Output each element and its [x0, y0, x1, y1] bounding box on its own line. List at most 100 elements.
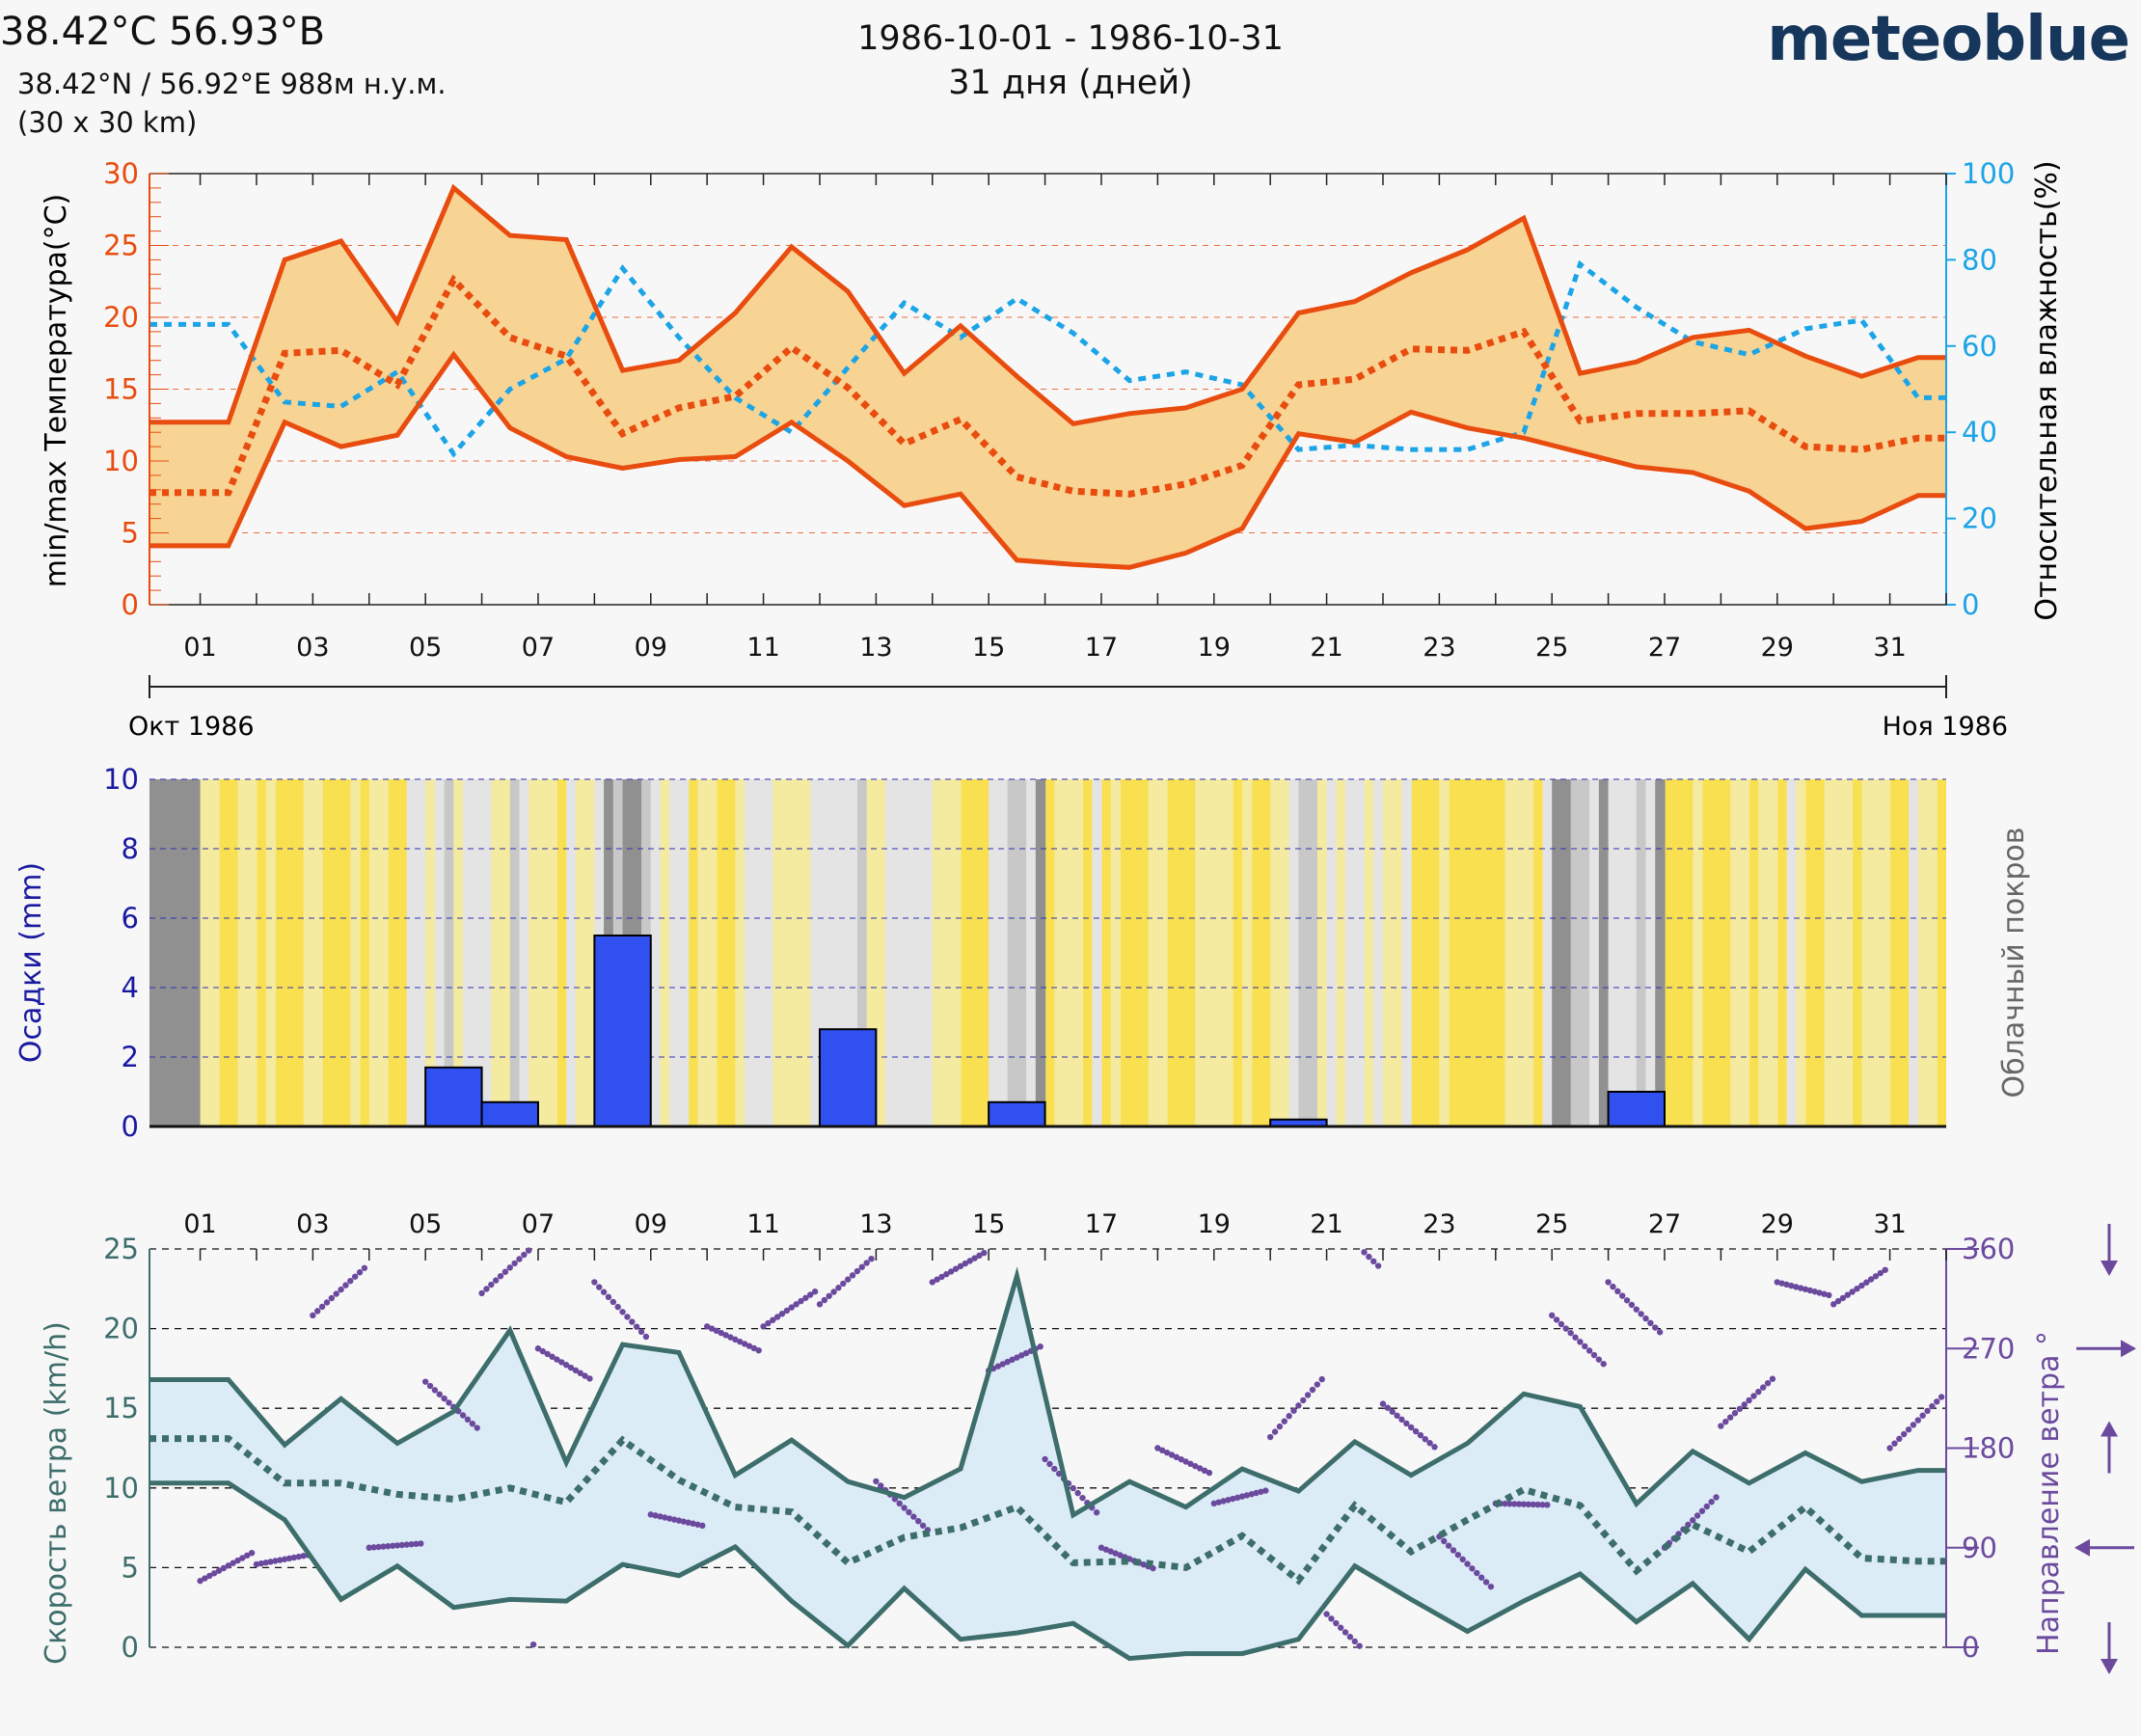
wind-direction-point — [1187, 1460, 1194, 1468]
temperature-tick-label: 5 — [122, 517, 139, 550]
wind-range-band — [149, 1276, 1946, 1659]
wind-direction-point — [1351, 1638, 1358, 1645]
cloud-cover-strip — [791, 779, 802, 1126]
wind-direction-point — [1389, 1408, 1396, 1415]
wind-direction-point — [1905, 1426, 1912, 1433]
wind-direction-point — [1844, 1291, 1851, 1298]
wind-direction-point — [1750, 1393, 1757, 1399]
wind-direction-point — [816, 1301, 824, 1308]
cloud-cover-strip — [1205, 779, 1215, 1126]
wind-direction-point — [361, 1264, 368, 1271]
wind-direction-point — [1361, 1249, 1368, 1256]
wind-direction-point — [773, 1314, 781, 1320]
wind-direction-point — [1826, 1291, 1832, 1299]
temperature-tick-label: 0 — [122, 588, 139, 621]
day-tick-label: 01 — [183, 1209, 216, 1239]
wind-direction-point — [1403, 1420, 1410, 1427]
cloud-cover-strip — [537, 779, 549, 1126]
cloud-cover-strip — [1636, 779, 1647, 1126]
wind-direction-point — [1811, 1288, 1818, 1295]
wind-direction-point — [652, 1512, 659, 1519]
cloud-cover-strip — [453, 779, 464, 1126]
day-tick-label: 17 — [1085, 633, 1118, 663]
wind-direction-point — [1168, 1451, 1176, 1458]
wind-direction-point — [295, 1553, 302, 1560]
cloud-cover-strip — [1730, 779, 1741, 1126]
wind-direction-point — [562, 1362, 570, 1369]
wind-speed-tick-label: 0 — [122, 1631, 139, 1664]
cloud-cover-strip — [1439, 779, 1450, 1126]
wind-direction-point — [1600, 1361, 1607, 1368]
cloud-cover-strip — [856, 779, 868, 1126]
wind-direction-point — [633, 1323, 640, 1330]
wind-direction-point — [1618, 1292, 1626, 1299]
month-label-start: Окт 1986 — [128, 712, 255, 742]
day-tick-label: 15 — [972, 633, 1005, 663]
wind-direction-point — [826, 1292, 832, 1299]
cloud-cover-strip — [697, 779, 708, 1126]
wind-direction-point — [1553, 1316, 1560, 1323]
wind-direction-point — [1610, 1283, 1616, 1290]
wind-direction-point — [1253, 1489, 1260, 1497]
wind-direction-arrowhead-icon — [2100, 1659, 2118, 1674]
wind-direction-point — [610, 1298, 617, 1306]
cloud-cover-strip — [989, 779, 999, 1126]
wind-direction-point — [413, 1540, 420, 1548]
wind-direction-point — [1098, 1544, 1105, 1551]
wind-direction-point — [544, 1350, 551, 1358]
cloud-cover-strip — [378, 779, 389, 1126]
wind-direction-point — [1558, 1320, 1565, 1328]
wind-direction-point — [351, 1273, 359, 1280]
cloud-cover-strip — [584, 779, 595, 1126]
wind-direction-point — [1112, 1550, 1119, 1557]
wind-direction-point — [1441, 1537, 1448, 1545]
day-tick-label: 13 — [859, 1209, 892, 1239]
cloud-cover-strip — [1542, 779, 1553, 1126]
wind-direction-point — [1562, 1325, 1569, 1332]
wind-direction-point — [1623, 1297, 1631, 1304]
wind-direction-tick-label: 360 — [1962, 1233, 2015, 1265]
wind-direction-point — [1070, 1484, 1076, 1492]
wind-direction-point — [1506, 1501, 1513, 1507]
wind-direction-point — [1698, 1507, 1706, 1514]
wind-direction-point — [1079, 1494, 1086, 1502]
wind-direction-point — [694, 1521, 701, 1528]
wind-direction-point — [1426, 1440, 1433, 1447]
wind-speed-tick-label: 20 — [103, 1313, 139, 1345]
wind-direction-point — [1628, 1301, 1636, 1309]
precipitation-tick-label: 4 — [122, 971, 139, 1004]
wind-direction-point — [745, 1343, 753, 1349]
cloud-cover-strip — [1054, 779, 1065, 1126]
meteoblue-logo[interactable]: meteoblue — [1767, 4, 2130, 75]
cloud-cover-strip — [463, 779, 474, 1126]
wind-direction-point — [1014, 1354, 1020, 1361]
wind-speed-tick-label: 5 — [122, 1551, 139, 1584]
cloud-cover-strip — [1523, 779, 1534, 1126]
wind-direction-point — [1736, 1405, 1744, 1413]
day-tick-label: 23 — [1423, 633, 1455, 663]
wind-direction-point — [1515, 1501, 1523, 1507]
wind-direction-point — [999, 1361, 1006, 1368]
wind-direction-point — [642, 1333, 650, 1341]
wind-direction-point — [310, 1312, 316, 1319]
wind-direction-point — [342, 1282, 349, 1288]
cloud-cover-strip — [1617, 779, 1628, 1126]
wind-direction-point — [1722, 1418, 1729, 1425]
wind-direction-point — [840, 1280, 847, 1288]
wind-direction-point — [858, 1263, 865, 1270]
wind-direction-point — [1004, 1358, 1011, 1366]
wind-direction-point — [1281, 1418, 1287, 1424]
cloud-cover-strip — [1589, 779, 1600, 1126]
wind-direction-point — [830, 1288, 837, 1295]
cloud-cover-strip — [491, 779, 501, 1126]
month-label-end: Ноя 1986 — [1883, 712, 2008, 742]
wind-direction-point — [558, 1359, 565, 1366]
day-tick-label: 27 — [1648, 1209, 1681, 1239]
wind-direction-point — [202, 1575, 208, 1582]
wind-direction-point — [1412, 1427, 1420, 1435]
wind-direction-point — [1741, 1401, 1748, 1408]
cloud-cover-strip — [1917, 779, 1929, 1126]
cloud-cover-strip — [1072, 779, 1084, 1126]
